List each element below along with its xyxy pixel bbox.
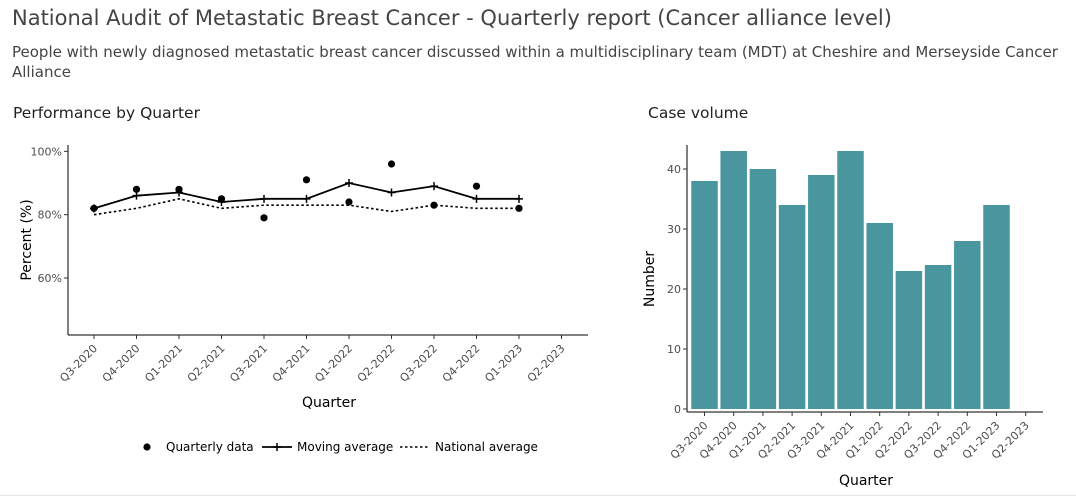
- quarterly-data-point: [132, 185, 141, 193]
- y-tick-label: 40: [667, 163, 681, 176]
- y-axis-title: Percent (%): [19, 199, 35, 280]
- case-volume-bar: [983, 205, 1010, 409]
- case-volume-bar: [866, 223, 893, 409]
- x-tick-label: Q3-2021: [227, 342, 270, 385]
- report-title: National Audit of Metastatic Breast Canc…: [12, 6, 892, 30]
- quarterly-data-point: [387, 160, 396, 168]
- legend-moving-marker: [273, 443, 281, 451]
- x-tick-label: Q2-2022: [355, 342, 398, 385]
- quarterly-data-point: [302, 176, 311, 184]
- legend-quarterly-label: Quarterly data: [166, 440, 254, 454]
- y-tick-label: 0: [674, 403, 681, 416]
- x-tick-label: Q1-2022: [312, 342, 355, 385]
- x-axis-title: Quarter: [302, 395, 356, 411]
- case-volume-chart-title: Case volume: [648, 104, 749, 122]
- case-volume-bar: [749, 169, 777, 409]
- legend-national-label: National average: [435, 440, 538, 454]
- moving-average-marker: [302, 194, 311, 203]
- x-tick-label: Q1-2021: [142, 342, 185, 385]
- case-volume-bar: [808, 175, 835, 409]
- y-tick-label: 30: [667, 223, 681, 236]
- quarterly-data-point: [175, 185, 183, 193]
- quarterly-data-point: [472, 182, 481, 190]
- x-tick-label: Q3-2022: [397, 342, 440, 385]
- y-tick-label: 80%: [38, 209, 62, 222]
- case-volume-bar: [954, 241, 981, 409]
- legend-moving-label: Moving average: [297, 440, 393, 454]
- x-tick-label: Q3-2020: [57, 342, 100, 385]
- quarterly-data-point: [345, 198, 353, 206]
- x-axis-title: Quarter: [839, 473, 893, 489]
- x-tick-label: Q1-2023: [482, 342, 525, 385]
- bottom-divider: [0, 495, 1076, 496]
- y-tick-label: 10: [667, 343, 681, 356]
- performance-chart: 60%80%100%Q3-2020 Q4-2020 Q1-2021 Q2-2021 Q3…: [19, 145, 588, 454]
- y-axis-title: Number: [642, 251, 658, 307]
- national-average-line: [93, 198, 519, 216]
- y-tick-label: 100%: [31, 145, 62, 158]
- moving-average-marker: [132, 191, 141, 200]
- x-tick-label: Q4-2021: [270, 342, 313, 385]
- quarterly-data-point: [90, 204, 98, 212]
- case-volume-bar: [895, 271, 923, 409]
- y-tick-label: 60%: [38, 272, 62, 285]
- quarterly-data-point: [430, 201, 438, 209]
- y-tick-label: 20: [667, 283, 681, 296]
- report-subtitle: People with newly diagnosed metastatic b…: [12, 43, 1058, 81]
- moving-average-marker: [430, 182, 438, 191]
- case-volume-bar: [778, 205, 806, 409]
- case-volume-bar: [720, 151, 747, 409]
- case-volume-chart: 010203040Q3-2020Q4-2020Q1-2021Q2-2021Q3-…: [642, 145, 1043, 489]
- legend-quarterly-marker: [143, 443, 151, 451]
- x-tick-label: Q2-2021: [185, 342, 228, 385]
- x-tick-label: Q4-2020: [100, 342, 143, 385]
- moving-average-marker: [472, 194, 481, 203]
- quarterly-data-point: [260, 214, 268, 222]
- moving-average-marker: [387, 188, 396, 197]
- moving-average-marker: [515, 194, 523, 203]
- case-volume-bar: [691, 181, 718, 409]
- quarterly-data-point: [217, 195, 226, 203]
- x-tick-label: Q4-2022: [440, 342, 483, 385]
- case-volume-bar: [837, 151, 864, 409]
- x-tick-label: Q2-2023: [525, 342, 568, 385]
- case-volume-bar: [924, 265, 952, 409]
- quarterly-data-point: [515, 204, 523, 212]
- moving-average-marker: [260, 194, 268, 203]
- performance-chart-title: Performance by Quarter: [13, 104, 200, 122]
- moving-average-marker: [345, 179, 353, 187]
